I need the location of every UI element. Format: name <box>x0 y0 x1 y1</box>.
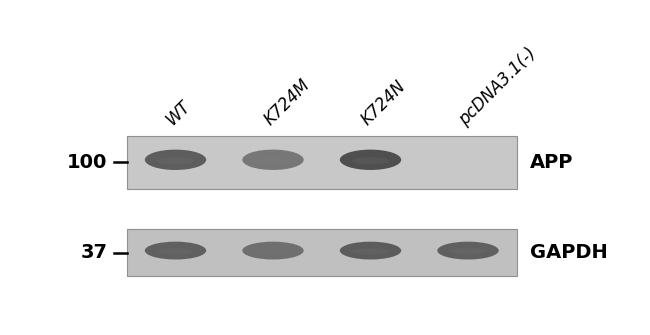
Ellipse shape <box>145 150 206 170</box>
Ellipse shape <box>437 242 499 260</box>
Bar <box>127 229 517 276</box>
Ellipse shape <box>450 248 486 255</box>
Text: GAPDH: GAPDH <box>530 244 608 262</box>
Bar <box>127 136 517 189</box>
Text: APP: APP <box>530 153 573 172</box>
Ellipse shape <box>340 242 401 260</box>
Text: K724M: K724M <box>260 76 313 129</box>
Text: WT: WT <box>162 97 194 129</box>
Ellipse shape <box>255 157 291 164</box>
Text: 100: 100 <box>67 153 107 172</box>
Text: K724N: K724N <box>358 77 410 129</box>
Ellipse shape <box>255 248 291 255</box>
Ellipse shape <box>145 242 206 260</box>
Ellipse shape <box>340 150 401 170</box>
Ellipse shape <box>157 157 194 164</box>
Ellipse shape <box>242 150 304 170</box>
Ellipse shape <box>352 157 389 164</box>
Text: pcDNA3.1(-): pcDNA3.1(-) <box>455 44 540 129</box>
Ellipse shape <box>157 248 194 255</box>
Text: 37: 37 <box>80 244 107 262</box>
Ellipse shape <box>242 242 304 260</box>
Ellipse shape <box>352 248 389 255</box>
